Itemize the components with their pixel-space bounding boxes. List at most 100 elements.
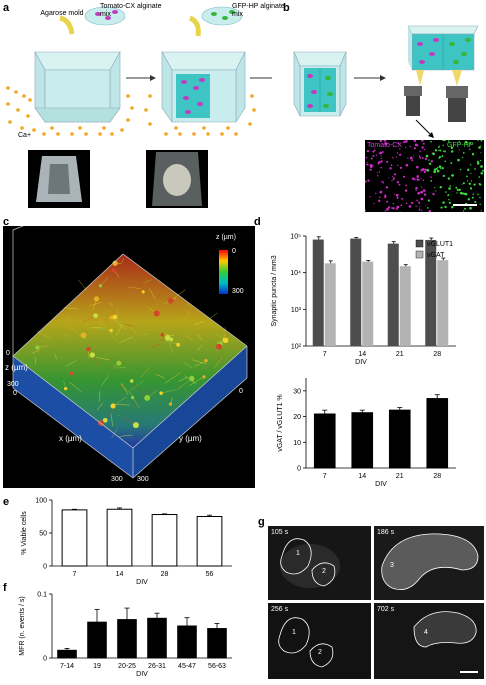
time-label-1: 105 s	[271, 529, 289, 536]
e-xlabel: DIV	[136, 579, 148, 584]
d_bottom-xtick-label: 21	[396, 473, 404, 480]
tomato-mix-label: Tomato-CX alginate mix	[100, 3, 162, 18]
d-top-xlabel: DIV	[355, 359, 367, 366]
depth-colorbar	[219, 250, 228, 294]
f-xlabel: DIV	[136, 671, 148, 678]
roi-label-4: 4	[424, 629, 428, 636]
roi-label-1: 1	[296, 550, 300, 557]
volume-right-face	[133, 346, 247, 478]
d-top-bar	[425, 239, 437, 346]
d_bottom-ytick-label: 0	[297, 466, 301, 473]
e-bar	[106, 508, 133, 567]
panel-label-c: c	[3, 216, 10, 228]
d-top-xtick-label: 14	[358, 351, 366, 358]
calcium-frame-3: 256 s 1 2	[268, 603, 371, 679]
f-bar	[177, 625, 197, 659]
z-tick-300: 300	[7, 381, 19, 388]
fluorescence-image-b: Tomato-CX GFP-HP	[365, 140, 484, 212]
d-top-xtick-label: 28	[433, 351, 441, 358]
x-tick-0: 0	[13, 390, 17, 397]
d-top-bar	[387, 243, 399, 346]
e-xtick-label: 14	[116, 571, 124, 578]
agarose-mold-1	[34, 50, 121, 123]
d-top-ytick-label: 10⁵	[290, 234, 301, 241]
d-top-xtick-label: 7	[323, 351, 327, 358]
time-label-3: 256 s	[271, 606, 289, 613]
light-cone-2	[452, 70, 462, 86]
e-xtick-label: 28	[161, 571, 169, 578]
volume-top-face	[13, 254, 247, 448]
objective-2	[446, 86, 468, 122]
volume-left-face	[13, 356, 133, 478]
y-axis-label: y (µm)	[179, 434, 202, 443]
panel-label-d: d	[254, 216, 261, 228]
chart-e: 0 50 100 7 14 28 56 DIV % Viable cells	[21, 498, 232, 584]
tomato-mix-blob	[84, 6, 126, 26]
gfp-mix-blob	[201, 6, 243, 26]
pour-arrow-2	[188, 15, 201, 37]
time-label-4: 702 s	[377, 606, 395, 613]
e-xtick-label: 56	[206, 571, 214, 578]
d-top-ytick-label: 10⁴	[290, 270, 301, 277]
scale-bar-g	[460, 671, 478, 673]
panel-a-schematic	[6, 6, 272, 136]
calcium-dots-1	[6, 86, 134, 136]
d-top-bar	[437, 260, 449, 346]
d-top-bar	[350, 238, 362, 346]
d_bottom-ytick-label: 30	[293, 388, 301, 395]
objective-1	[404, 86, 422, 116]
d_bottom-bar	[351, 412, 374, 469]
d-top-bar	[324, 263, 336, 346]
volume-render-c: z (µm) 0 300 0 z (µm) 300 0 0 x (µm) y (…	[3, 226, 255, 488]
f-bar	[87, 621, 107, 659]
calcium-frame-2: 186 s 3	[374, 526, 484, 600]
d-top-legend-label: vGLUT1	[427, 241, 453, 248]
d_bottom-ylabel: vGAT / vGLUT1 %	[277, 394, 284, 451]
z-tick-0: 0	[6, 350, 10, 357]
e-xtick-label: 7	[73, 571, 77, 578]
fluorescence-speckle	[365, 140, 484, 212]
f-ytick-label: 0.1	[37, 592, 47, 599]
d_bottom-xtick-label: 14	[358, 473, 366, 480]
panel-b-schematic	[293, 25, 479, 138]
d-top-bar	[399, 266, 411, 346]
tomato-cx-label: Tomato-CX	[367, 142, 403, 149]
x-tick-300: 300	[111, 476, 123, 483]
scale-bar-b	[453, 204, 477, 206]
z-axis-label: z (µm)	[5, 363, 28, 372]
d-top-ytick-label: 10²	[291, 344, 302, 351]
d_bottom-bar	[388, 409, 411, 469]
y-tick-300: 300	[137, 476, 149, 483]
d-top-legend-swatch	[415, 239, 424, 248]
d-top-ylabel: Synaptic puncta / mm3	[271, 255, 278, 326]
d-top-bar	[312, 239, 324, 346]
d_bottom-xlabel: DIV	[375, 481, 387, 488]
roi-label-6: 2	[318, 649, 322, 656]
agarose-mold-2	[161, 50, 246, 124]
d-top-legend-label: vGAT	[427, 252, 445, 259]
calcium-dots-2	[144, 94, 256, 136]
calcium-frame-4: 702 s 4	[374, 603, 484, 679]
d-top-ytick-label: 10³	[291, 307, 302, 314]
d-top-legend-swatch	[415, 250, 424, 259]
f-bar	[207, 628, 227, 659]
e-ytick-label: 50	[39, 531, 47, 538]
colorbar-title: z (µm)	[216, 234, 236, 241]
panel-label-f: f	[3, 582, 7, 594]
f-xtick-label: 26-31	[148, 663, 166, 670]
mold-photo-1	[28, 150, 90, 208]
mold-photo-2	[146, 150, 208, 208]
d_bottom-bar	[313, 413, 336, 469]
e-ylabel: % Viable cells	[21, 511, 28, 555]
agarose-mold-label: Agarose mold	[40, 10, 84, 17]
calcium-label: Ca+	[18, 132, 32, 139]
f-ylabel: MFR (n. events / s)	[19, 596, 26, 656]
e-bar	[151, 514, 178, 567]
d_bottom-xtick-label: 28	[433, 473, 441, 480]
chart-d-top: 10² 10³ 10⁴ 10⁵ 7 14 21 28 DIV Synaptic puncta / …	[271, 234, 456, 366]
pour-arrow-1	[59, 15, 75, 35]
colorbar-tick-bottom: 300	[232, 288, 244, 295]
f-xtick-label: 7-14	[60, 663, 74, 670]
d-top-xtick-label: 21	[396, 351, 404, 358]
panel-label-a: a	[3, 2, 10, 14]
